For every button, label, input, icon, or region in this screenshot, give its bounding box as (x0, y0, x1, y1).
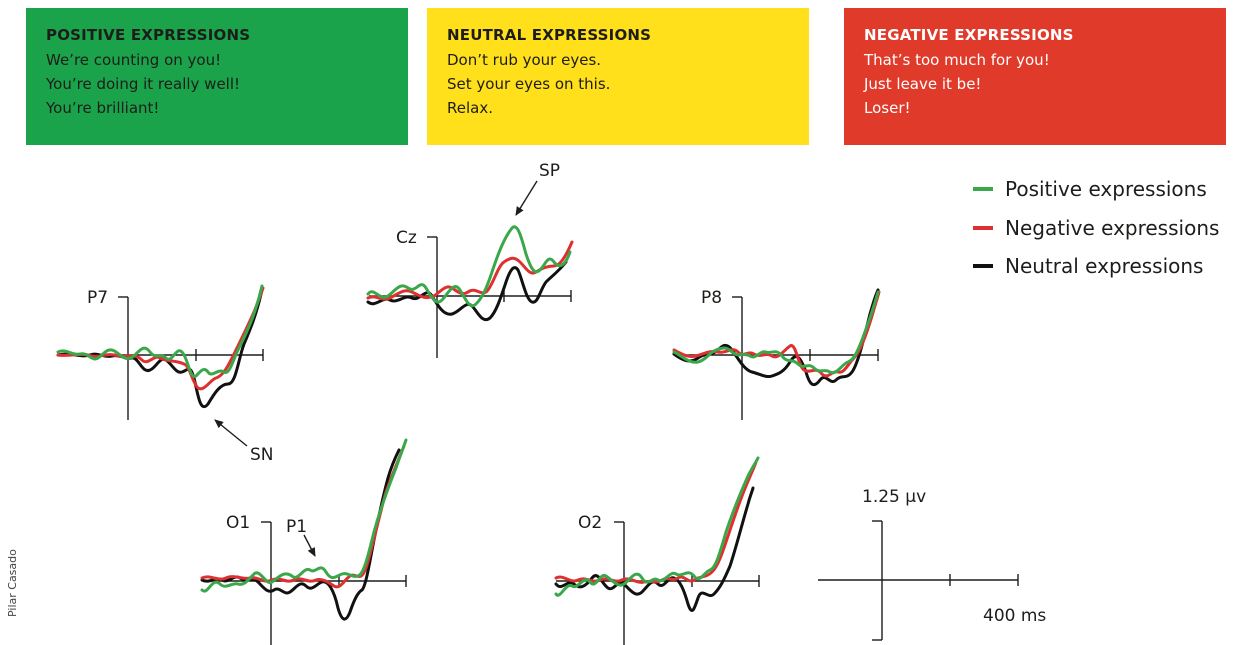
panel-p8: P8 (672, 288, 881, 420)
panel-o1: O1 P1 (200, 438, 408, 645)
panel-o2: O2 (554, 456, 760, 645)
annotation-sp: SP (539, 161, 560, 181)
trace-cz-neutral (366, 260, 568, 321)
negative-line: Loser! (864, 99, 911, 117)
photo-credit: Pilar Casado (6, 549, 19, 617)
negative-expressions-box: NEGATIVE EXPRESSIONS That’s too much for… (844, 8, 1226, 145)
positive-line: You’re brilliant! (46, 99, 160, 117)
trace-o2-positive (554, 456, 760, 597)
neutral-line: Set your eyes on this. (447, 75, 611, 93)
trace-p8-positive (672, 290, 880, 375)
trace-p7-negative (56, 286, 265, 391)
arrow-p1 (303, 534, 316, 557)
trace-o1-positive (200, 438, 408, 593)
positive-line: You’re doing it really well! (46, 75, 241, 93)
electrode-label-p8: P8 (701, 288, 722, 308)
negative-line: That’s too much for you! (864, 51, 1050, 69)
neutral-line: Don’t rub your eyes. (447, 51, 602, 69)
electrode-label-o2: O2 (578, 513, 602, 533)
arrow-sn (214, 419, 248, 447)
annotation-p1: P1 (286, 517, 307, 537)
panel-cz: Cz SP (366, 161, 574, 358)
trace-o2-neutral (554, 486, 755, 613)
electrode-label-cz: Cz (396, 228, 417, 248)
neutral-box-title: NEUTRAL EXPRESSIONS (447, 26, 652, 44)
negative-line: Just leave it be! (864, 75, 982, 93)
arrow-sp (515, 180, 538, 216)
scale-time-label: 400 ms (983, 606, 1046, 626)
trace-p7-neutral (56, 288, 264, 408)
negative-box-title: NEGATIVE EXPRESSIONS (864, 26, 1074, 44)
legend-item-neutral: Neutral expressions (1005, 254, 1203, 278)
legend-item-positive: Positive expressions (1005, 177, 1207, 201)
scale-bar: 1.25 μv 400 ms (818, 487, 1046, 641)
legend-item-negative: Negative expressions (1005, 216, 1219, 240)
trace-o1-negative (200, 444, 406, 589)
legend: Positive expressions Negative expression… (973, 177, 1219, 278)
neutral-expressions-box: NEUTRAL EXPRESSIONS Don’t rub your eyes.… (427, 8, 809, 145)
positive-line: We’re counting on you! (46, 51, 222, 69)
positive-box-title: POSITIVE EXPRESSIONS (46, 26, 251, 44)
annotation-sn: SN (250, 445, 274, 465)
electrode-label-o1: O1 (226, 513, 250, 533)
electrode-label-p7: P7 (87, 288, 108, 308)
axes-cz (369, 236, 572, 358)
panel-p7: P7 SN (56, 284, 274, 465)
trace-cz-positive (366, 225, 572, 308)
scale-amplitude-label: 1.25 μv (862, 487, 926, 507)
positive-expressions-box: POSITIVE EXPRESSIONS We’re counting on y… (26, 8, 408, 145)
neutral-line: Relax. (447, 99, 493, 117)
trace-p7-positive (56, 284, 264, 378)
